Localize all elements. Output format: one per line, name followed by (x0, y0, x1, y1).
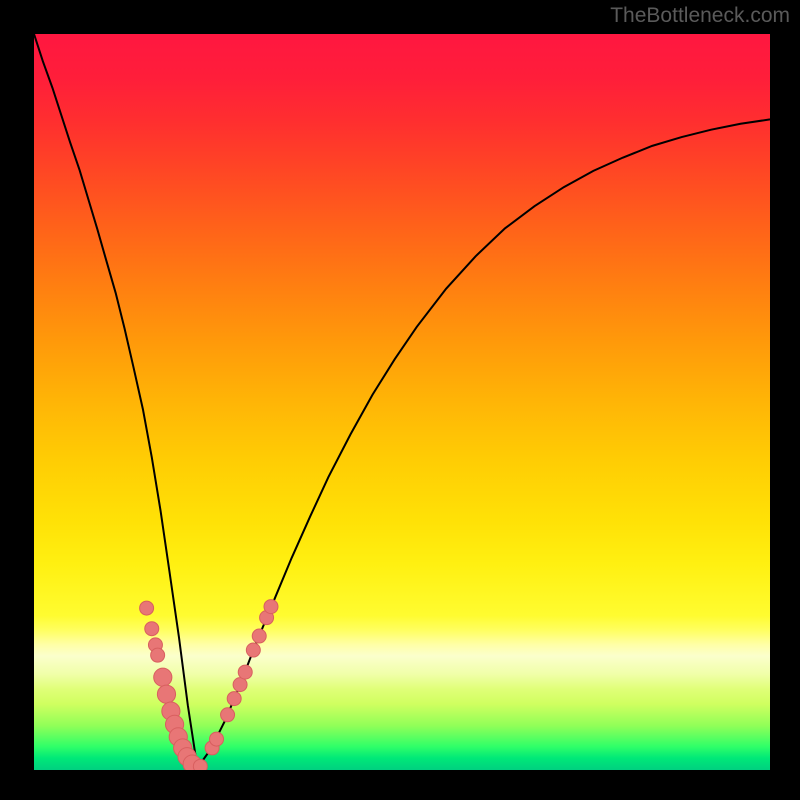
marker-point (246, 643, 260, 657)
bottleneck-chart (0, 0, 800, 800)
marker-point (151, 648, 165, 662)
marker-point (154, 668, 172, 686)
marker-point (221, 708, 235, 722)
marker-point (140, 601, 154, 615)
marker-point (210, 732, 224, 746)
marker-point (252, 629, 266, 643)
marker-point (233, 678, 247, 692)
marker-point (227, 692, 241, 706)
attribution-text: TheBottleneck.com (610, 4, 790, 28)
marker-point (145, 622, 159, 636)
chart-container: TheBottleneck.com (0, 0, 800, 800)
marker-point (157, 685, 175, 703)
marker-point (264, 600, 278, 614)
marker-point (238, 665, 252, 679)
